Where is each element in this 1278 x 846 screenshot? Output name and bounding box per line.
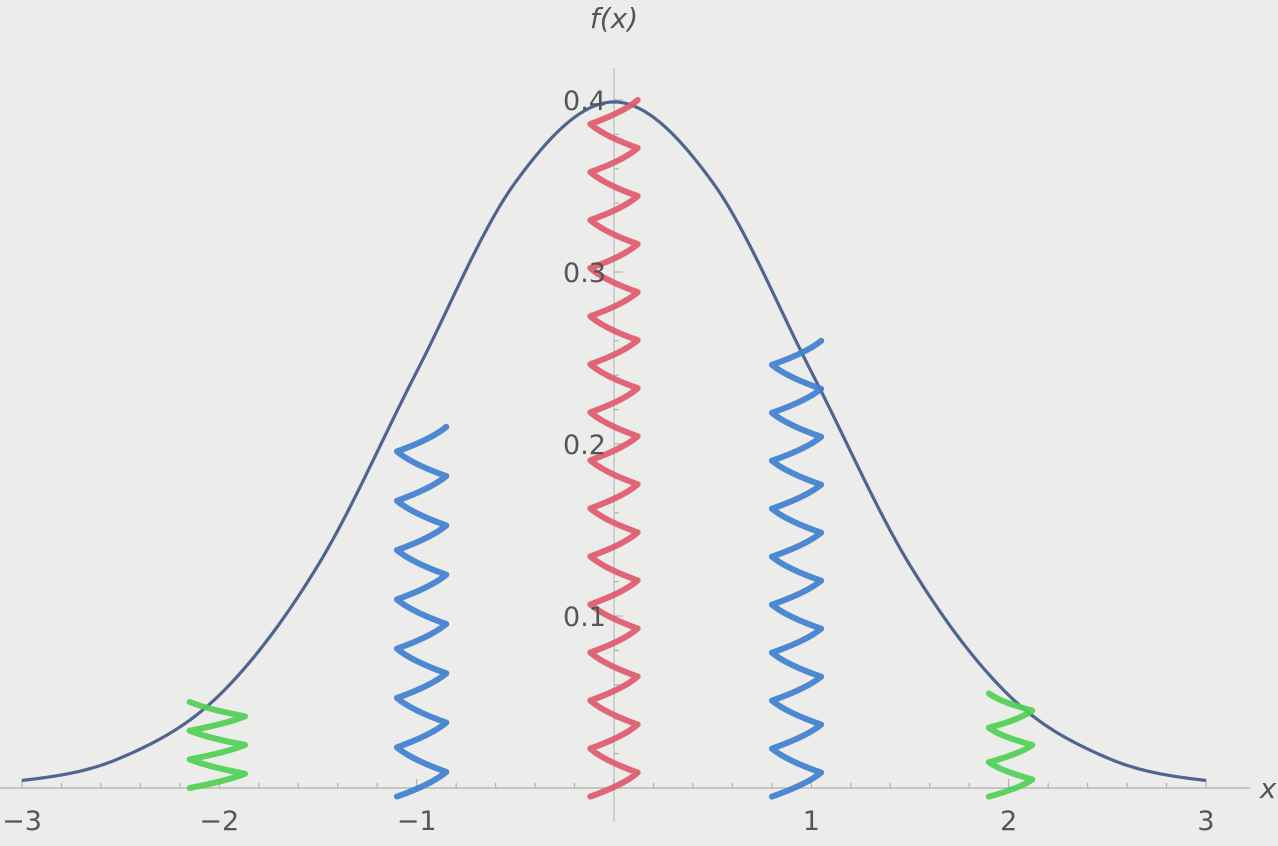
x-tick-label: −3 <box>2 806 42 837</box>
scribble-mark <box>186 699 248 791</box>
curve-layer <box>21 100 1207 783</box>
scribble-layer <box>186 97 1036 800</box>
x-tick-label: −1 <box>397 806 437 837</box>
x-tick-label: −2 <box>199 806 239 837</box>
x-tick-label: 3 <box>1197 806 1214 837</box>
scribble-mark <box>768 337 825 800</box>
y-tick-label: 0.4 <box>563 86 606 117</box>
axes <box>0 68 1250 822</box>
y-tick-label: 0.1 <box>563 602 606 633</box>
y-tick-label: 0.3 <box>563 258 606 289</box>
y-axis-label: f(x) <box>590 2 638 35</box>
scribble-mark <box>393 423 450 800</box>
scribble-mark <box>587 97 641 800</box>
x-axis-label: x <box>1259 772 1277 805</box>
scribble-mark <box>985 690 1036 800</box>
normal-pdf-curve <box>21 100 1207 783</box>
x-tick-label: 1 <box>803 806 820 837</box>
ticks <box>21 99 1207 788</box>
x-tick-label: 2 <box>1000 806 1017 837</box>
y-tick-label: 0.2 <box>563 430 606 461</box>
